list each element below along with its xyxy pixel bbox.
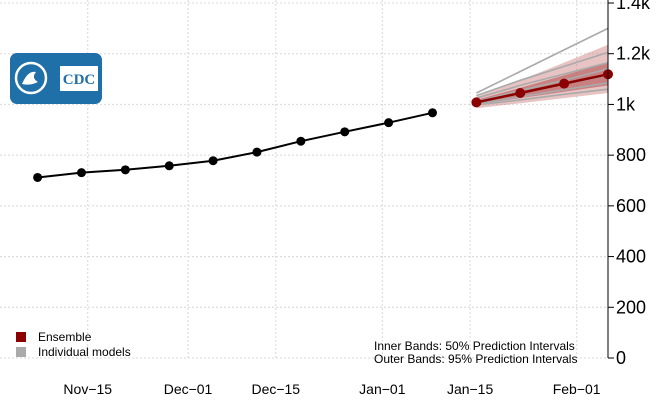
- y-tick-label-3: 600: [616, 196, 646, 216]
- x-tick-label-5: Feb−01: [553, 381, 601, 397]
- interval-notes: Inner Bands: 50% Prediction Intervals Ou…: [374, 339, 577, 366]
- y-tick-label-6: 1.2k: [616, 44, 651, 64]
- x-tick-label-3: Jan−01: [359, 381, 406, 397]
- observed-point-3: [164, 161, 174, 171]
- individual-model-line-6: [476, 88, 609, 106]
- ensemble-series: [471, 69, 613, 108]
- legend-swatch-ensemble: [16, 332, 26, 342]
- observed-point-8: [384, 118, 394, 128]
- legend: Ensemble Individual models: [16, 330, 131, 359]
- legend-label-individual-models: Individual models: [38, 345, 131, 359]
- y-tick-label-4: 800: [616, 145, 646, 165]
- x-tick-label-0: Nov−15: [63, 381, 112, 397]
- ensemble-point-1: [515, 88, 526, 99]
- axes: 0 200 400 600 800 1k 1.2k 1.4k Nov−15 Dec−01 Dec−1…: [63, 0, 651, 397]
- observed-point-5: [252, 147, 262, 157]
- cdc-logo-text: CDC: [63, 72, 96, 88]
- ensemble-point-0: [471, 97, 482, 108]
- individual-model-line-5: [476, 82, 609, 105]
- individual-model-line-1: [476, 51, 609, 97]
- grid: [0, 0, 608, 359]
- individual-model-line-0: [476, 27, 609, 94]
- note-outer-bands: Outer Bands: 95% Prediction Intervals: [374, 352, 577, 366]
- cdc-logo: CDC: [10, 53, 102, 104]
- ensemble-line: [476, 73, 609, 104]
- x-tick-label-4: Jan−15: [447, 381, 494, 397]
- legend-swatch-individual-models: [16, 347, 26, 357]
- observed-point-9: [427, 108, 437, 118]
- y-tick-label-0: 0: [616, 348, 626, 368]
- hhs-seal-icon: [14, 61, 48, 95]
- observed-point-7: [340, 127, 350, 137]
- observed-line: [37, 111, 433, 179]
- observed-point-0: [33, 172, 43, 182]
- x-tick-label-1: Dec−01: [164, 381, 213, 397]
- observed-point-2: [120, 165, 130, 175]
- individual-model-line-2: [476, 61, 609, 99]
- legend-label-ensemble: Ensemble: [38, 330, 92, 344]
- y-tick-label-2: 400: [616, 247, 646, 267]
- observed-series: [33, 108, 437, 182]
- y-tick-label-5: 1k: [616, 94, 636, 114]
- x-tick-label-2: Dec−15: [251, 381, 300, 397]
- ensemble-point-2: [559, 78, 570, 89]
- y-tick-label-1: 200: [616, 297, 646, 317]
- y-tick-label-7: 1.4k: [616, 0, 651, 13]
- observed-point-6: [296, 136, 306, 146]
- observed-point-4: [208, 156, 218, 166]
- individual-model-line-3: [476, 68, 609, 103]
- observed-point-1: [76, 168, 86, 178]
- note-inner-bands: Inner Bands: 50% Prediction Intervals: [374, 339, 575, 353]
